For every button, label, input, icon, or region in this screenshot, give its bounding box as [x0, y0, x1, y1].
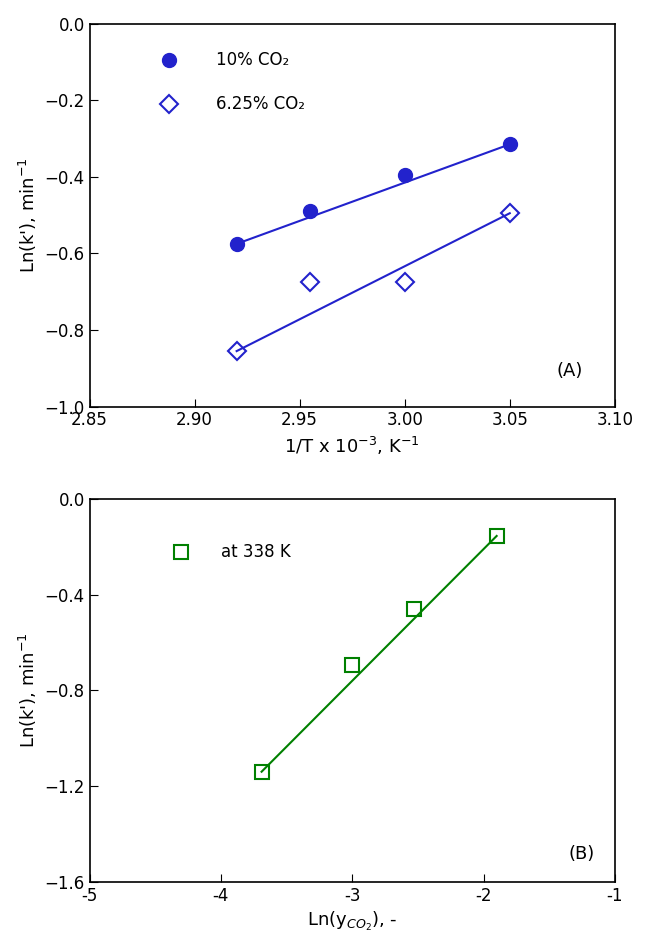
Text: (A): (A) — [557, 362, 583, 380]
Text: (B): (B) — [569, 845, 595, 863]
Y-axis label: Ln(k'), min$^{-1}$: Ln(k'), min$^{-1}$ — [17, 157, 39, 273]
Text: 6.25% CO₂: 6.25% CO₂ — [216, 95, 305, 113]
Y-axis label: Ln(k'), min$^{-1}$: Ln(k'), min$^{-1}$ — [17, 633, 39, 749]
Text: at 338 K: at 338 K — [221, 542, 291, 560]
X-axis label: Ln(y$_{CO_2}$), -: Ln(y$_{CO_2}$), - — [307, 910, 397, 933]
X-axis label: 1/T x 10$^{-3}$, K$^{-1}$: 1/T x 10$^{-3}$, K$^{-1}$ — [285, 435, 420, 457]
Text: 10% CO₂: 10% CO₂ — [216, 51, 289, 69]
